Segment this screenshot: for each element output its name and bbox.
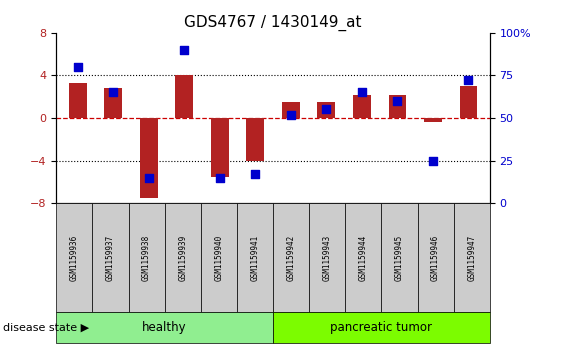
Point	[144, 175, 153, 181]
Point	[358, 90, 367, 95]
Bar	[247, 118, 264, 160]
Text: GSM1159942: GSM1159942	[287, 234, 296, 281]
Bar	[282, 102, 300, 118]
Bar	[69, 83, 87, 118]
Bar	[140, 118, 158, 198]
Bar	[424, 118, 442, 122]
Point	[251, 171, 260, 177]
Text: disease state ▶: disease state ▶	[3, 323, 89, 333]
Bar	[459, 86, 477, 118]
Point	[322, 107, 331, 113]
Text: GSM1159937: GSM1159937	[106, 234, 115, 281]
Point	[109, 90, 118, 95]
Title: GDS4767 / 1430149_at: GDS4767 / 1430149_at	[184, 15, 362, 31]
Bar	[388, 94, 406, 118]
Point	[180, 47, 189, 53]
Bar	[104, 88, 122, 118]
Text: GSM1159944: GSM1159944	[359, 234, 368, 281]
Point	[287, 112, 296, 118]
Point	[428, 158, 437, 163]
Point	[393, 98, 402, 104]
Text: GSM1159947: GSM1159947	[467, 234, 476, 281]
Bar	[175, 76, 193, 118]
Text: healthy: healthy	[142, 321, 187, 334]
Text: GSM1159940: GSM1159940	[215, 234, 224, 281]
Bar	[318, 102, 335, 118]
Text: GSM1159939: GSM1159939	[178, 234, 187, 281]
Text: GSM1159945: GSM1159945	[395, 234, 404, 281]
Bar	[211, 118, 229, 177]
Text: GSM1159936: GSM1159936	[70, 234, 79, 281]
Text: GSM1159938: GSM1159938	[142, 234, 151, 281]
Text: GSM1159946: GSM1159946	[431, 234, 440, 281]
Point	[73, 64, 82, 70]
Text: GSM1159943: GSM1159943	[323, 234, 332, 281]
Point	[215, 175, 224, 181]
Text: GSM1159941: GSM1159941	[251, 234, 260, 281]
Text: pancreatic tumor: pancreatic tumor	[330, 321, 432, 334]
Point	[464, 78, 473, 83]
Bar	[353, 94, 371, 118]
